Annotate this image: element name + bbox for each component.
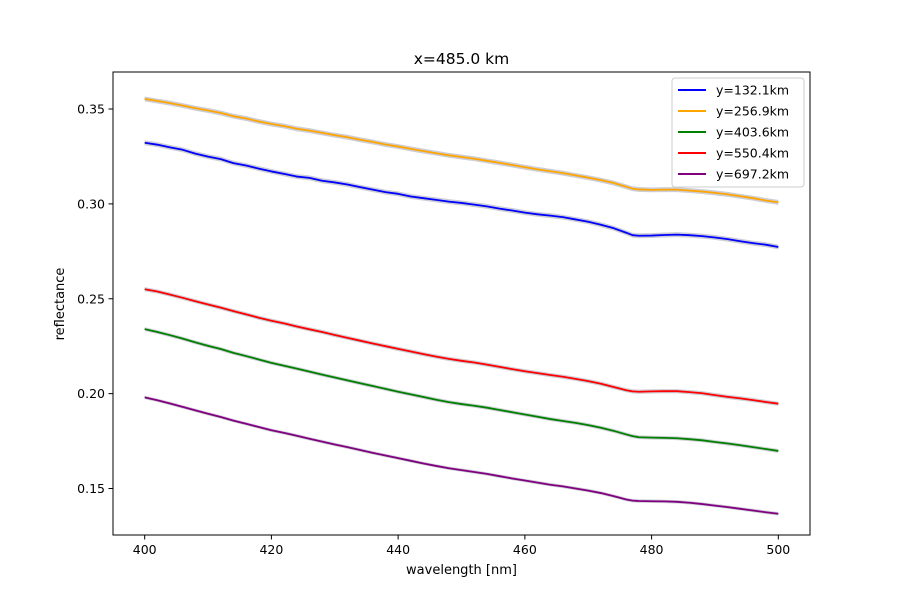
y-tick-label: 0.25 <box>77 291 105 306</box>
legend-label-1: y=132.1km <box>716 83 789 98</box>
x-tick-label: 420 <box>259 542 283 557</box>
series-line-5 <box>144 396 779 515</box>
legend: y=132.1km y=256.9km y=403.6km y=550.4km y=69… <box>671 77 805 188</box>
plot-area <box>144 96 779 516</box>
legend-label-4: y=550.4km <box>716 146 789 161</box>
legend-label-2: y=256.9km <box>716 104 789 119</box>
series-line-3 <box>144 328 779 452</box>
y-tick-label: 0.30 <box>77 196 105 211</box>
legend-box <box>671 77 805 188</box>
uncertainty-band-3 <box>144 327 779 453</box>
y-axis-label: reflectance <box>53 268 68 341</box>
uncertainty-band-1 <box>144 140 779 250</box>
y-tick-label: 0.20 <box>77 386 105 401</box>
y-tick-label: 0.15 <box>77 481 105 496</box>
x-tick-label: 440 <box>386 542 410 557</box>
series-line-4 <box>144 288 779 405</box>
x-tick-label: 460 <box>513 542 537 557</box>
x-tick-label: 400 <box>133 542 157 557</box>
x-axis-ticks: 400 420 440 460 480 500 <box>133 535 790 557</box>
legend-label-3: y=403.6km <box>716 125 789 140</box>
y-tick-label: 0.35 <box>77 102 105 117</box>
x-tick-label: 480 <box>640 542 664 557</box>
series-lines <box>144 98 779 515</box>
legend-label-5: y=697.2km <box>716 167 789 182</box>
uncertainty-bands <box>144 96 779 516</box>
y-axis-ticks: 0.15 0.20 0.25 0.30 0.35 <box>77 102 113 496</box>
chart-title: x=485.0 km <box>414 50 510 68</box>
axes-frame <box>112 71 811 536</box>
series-line-1 <box>144 141 779 248</box>
series-line-2 <box>144 98 779 204</box>
x-tick-label: 500 <box>766 542 790 557</box>
uncertainty-band-4 <box>144 287 779 406</box>
x-axis-label: wavelength [nm] <box>406 563 517 578</box>
uncertainty-band-2 <box>144 96 779 205</box>
